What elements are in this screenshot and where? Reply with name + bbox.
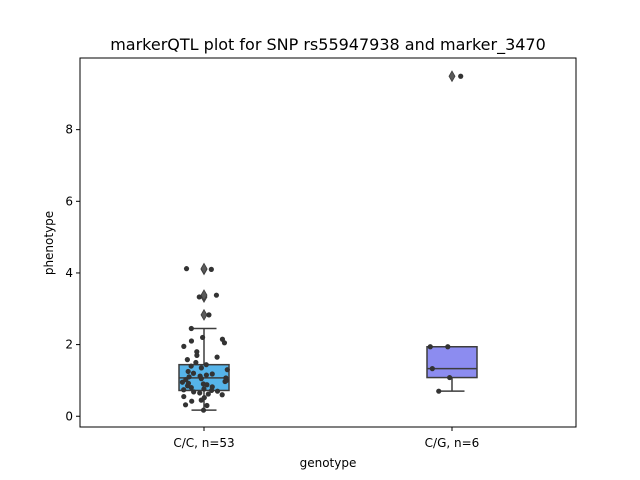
y-tick-label: 8 <box>65 123 73 137</box>
data-point <box>193 359 199 366</box>
axes: 0 2 4 6 8 C/C, n=53 C/G, n=6 <box>65 123 479 450</box>
data-point <box>209 384 215 390</box>
data-point <box>197 390 203 396</box>
data-point <box>200 407 207 413</box>
y-tick-label: 0 <box>65 409 73 423</box>
x-tick-label: C/C, n=53 <box>173 436 234 450</box>
data-point <box>219 336 226 342</box>
outlier-marker <box>448 70 456 83</box>
data-point <box>182 402 189 408</box>
plot-frame <box>79 57 577 428</box>
outlier-marker <box>200 262 208 275</box>
data-point <box>427 344 433 350</box>
data-point <box>188 363 194 369</box>
data-point <box>219 392 225 398</box>
data-point <box>185 380 192 386</box>
data-point <box>201 386 207 392</box>
data-point <box>181 387 187 393</box>
outlier-marker <box>200 289 208 302</box>
data-point <box>189 398 195 404</box>
data-point <box>445 344 451 350</box>
data-point <box>206 312 212 318</box>
data-point <box>458 73 464 79</box>
y-tick-label: 4 <box>65 266 73 280</box>
y-tick-label: 2 <box>65 338 73 352</box>
data-point <box>191 389 197 395</box>
data-point <box>205 391 211 397</box>
data-point <box>181 393 187 400</box>
data-point <box>208 266 214 272</box>
data-point <box>186 374 192 380</box>
data-point <box>188 325 194 332</box>
data-point <box>196 294 202 300</box>
iqr-box <box>426 346 478 379</box>
data-point <box>223 375 229 381</box>
y-axis-label: phenotype <box>42 211 56 275</box>
data-point <box>429 366 435 372</box>
data-point <box>214 354 220 360</box>
outlier-marker <box>200 308 208 321</box>
chart-title: markerQTL plot for SNP rs55947938 and ma… <box>110 35 546 55</box>
data-point <box>185 368 191 375</box>
plot-marks <box>178 70 478 413</box>
x-axis-label: genotype <box>300 456 357 470</box>
y-tick-label: 6 <box>65 194 73 208</box>
data-point <box>224 367 230 373</box>
data-point <box>447 374 453 381</box>
data-point <box>203 362 209 368</box>
data-point <box>209 371 215 377</box>
data-point <box>181 343 187 349</box>
data-point <box>190 370 197 376</box>
data-point <box>199 334 206 341</box>
data-point <box>198 365 204 371</box>
data-point <box>214 388 221 394</box>
data-point <box>194 349 200 355</box>
x-tick-label: C/G, n=6 <box>425 436 480 450</box>
data-point <box>203 372 210 378</box>
box-group <box>426 70 478 392</box>
data-point <box>183 266 190 272</box>
data-point <box>188 338 195 344</box>
data-point <box>197 373 203 379</box>
data-point <box>213 292 220 298</box>
data-point <box>201 395 207 401</box>
data-point <box>436 388 442 394</box>
data-point <box>184 357 190 363</box>
data-point <box>204 402 210 409</box>
data-point <box>200 381 206 387</box>
